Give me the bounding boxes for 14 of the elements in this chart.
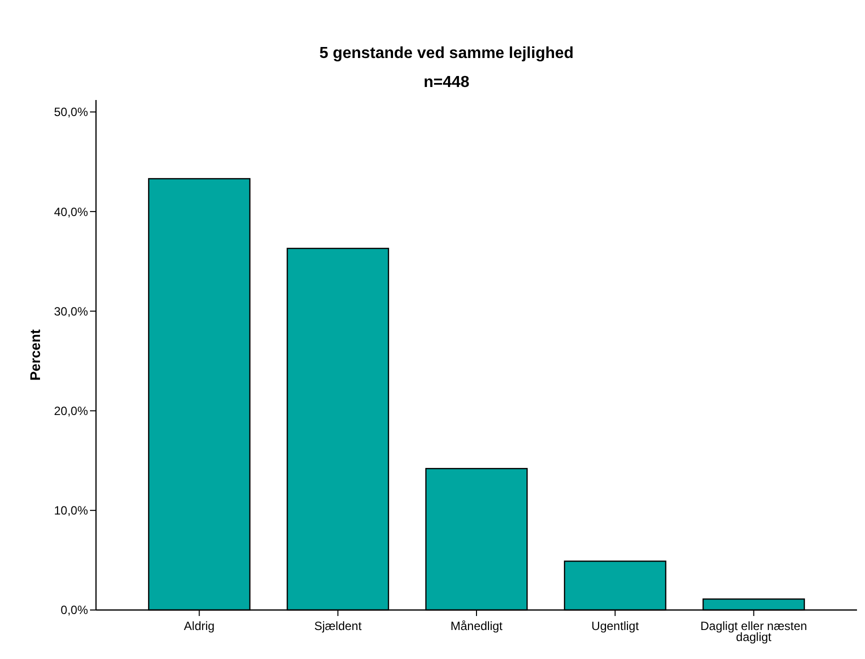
y-axis-title: Percent: [27, 328, 43, 381]
x-tick-label: Månedligt: [450, 619, 504, 633]
y-tick-label: 40,0%: [54, 204, 88, 219]
y-tick-label: 20,0%: [54, 404, 88, 418]
chart-subtitle: n=448: [424, 74, 470, 91]
y-tick-label: 0,0%: [60, 603, 88, 618]
y-tick-label: 10,0%: [54, 504, 88, 518]
x-tick-label: Aldrig: [184, 619, 215, 633]
y-tick-label: 30,0%: [54, 304, 88, 318]
y-tick-label: 50,0%: [54, 105, 88, 120]
x-tick-label: Dagligt eller næsten dagligt: [700, 619, 808, 644]
x-tick-label: Sjældent: [314, 619, 362, 633]
chart-title: 5 genstande ved samme lejlighed: [319, 45, 574, 62]
x-tick-label: Ugentligt: [591, 619, 640, 633]
